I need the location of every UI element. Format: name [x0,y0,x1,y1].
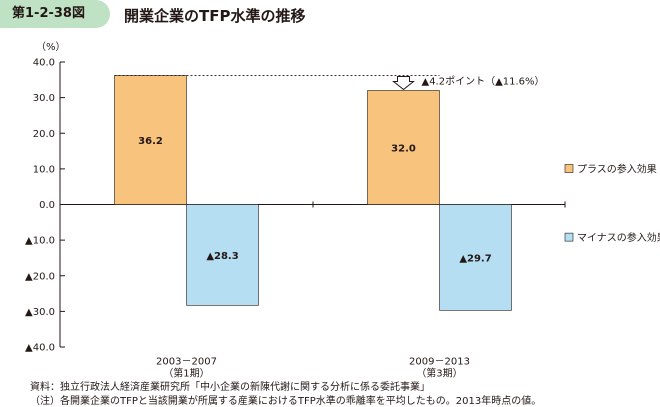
y-axis-unit: （%） [36,41,66,53]
plot-area: 40.0 30.0 20.0 10.0 0.0 ▲10.0 ▲20.0 ▲30.0 ▲40.0 3… [25,58,660,380]
footnote: （注）各開業企業のTFPと当該開業が所属する産業におけるTFP水準の乖離率を平均… [30,396,542,407]
y-tick-label: 30.0 [33,93,55,104]
change-annotation: ▲4.2ポイント（▲11.6%） [422,76,545,88]
y-tick-label: 0.0 [39,200,55,211]
y-tick-label: ▲20.0 [25,271,55,282]
x-tick-label: （第3期） [416,367,462,380]
source-note: 資料：独立行政法人経済産業研究所「中小企業の新陳代謝に関する分析に係る委託事業」 [30,382,430,393]
x-tick-label: （第1期） [163,367,209,380]
x-tick-label: 2009－2013 [409,357,470,368]
data-label: 36.2 [138,136,163,147]
y-tick-label: 10.0 [33,164,55,175]
x-tick-label: 2003－2007 [156,357,217,368]
legend-label: プラスの参入効果 [577,163,657,176]
y-tick-label: 40.0 [33,58,55,69]
decrease-arrow-icon [392,76,415,91]
legend-swatch [564,164,574,173]
data-label: ▲28.3 [206,251,238,262]
y-tick-label: ▲40.0 [25,343,55,354]
y-tick-label: ▲30.0 [25,307,55,318]
bar [439,204,512,311]
figure-number-badge: 第1-2-38図 [0,0,110,28]
bar [367,90,440,205]
legend-swatch [564,232,574,242]
data-label: 32.0 [391,144,416,155]
bar [114,75,187,205]
legend-label: マイナスの参入効果 [577,231,660,244]
y-tick-label: ▲10.0 [25,236,55,247]
data-label: ▲29.7 [459,253,491,264]
figure-title: 開業企業のTFP水準の推移 [124,7,306,25]
bar [186,204,259,306]
y-tick-label: 20.0 [33,129,55,140]
